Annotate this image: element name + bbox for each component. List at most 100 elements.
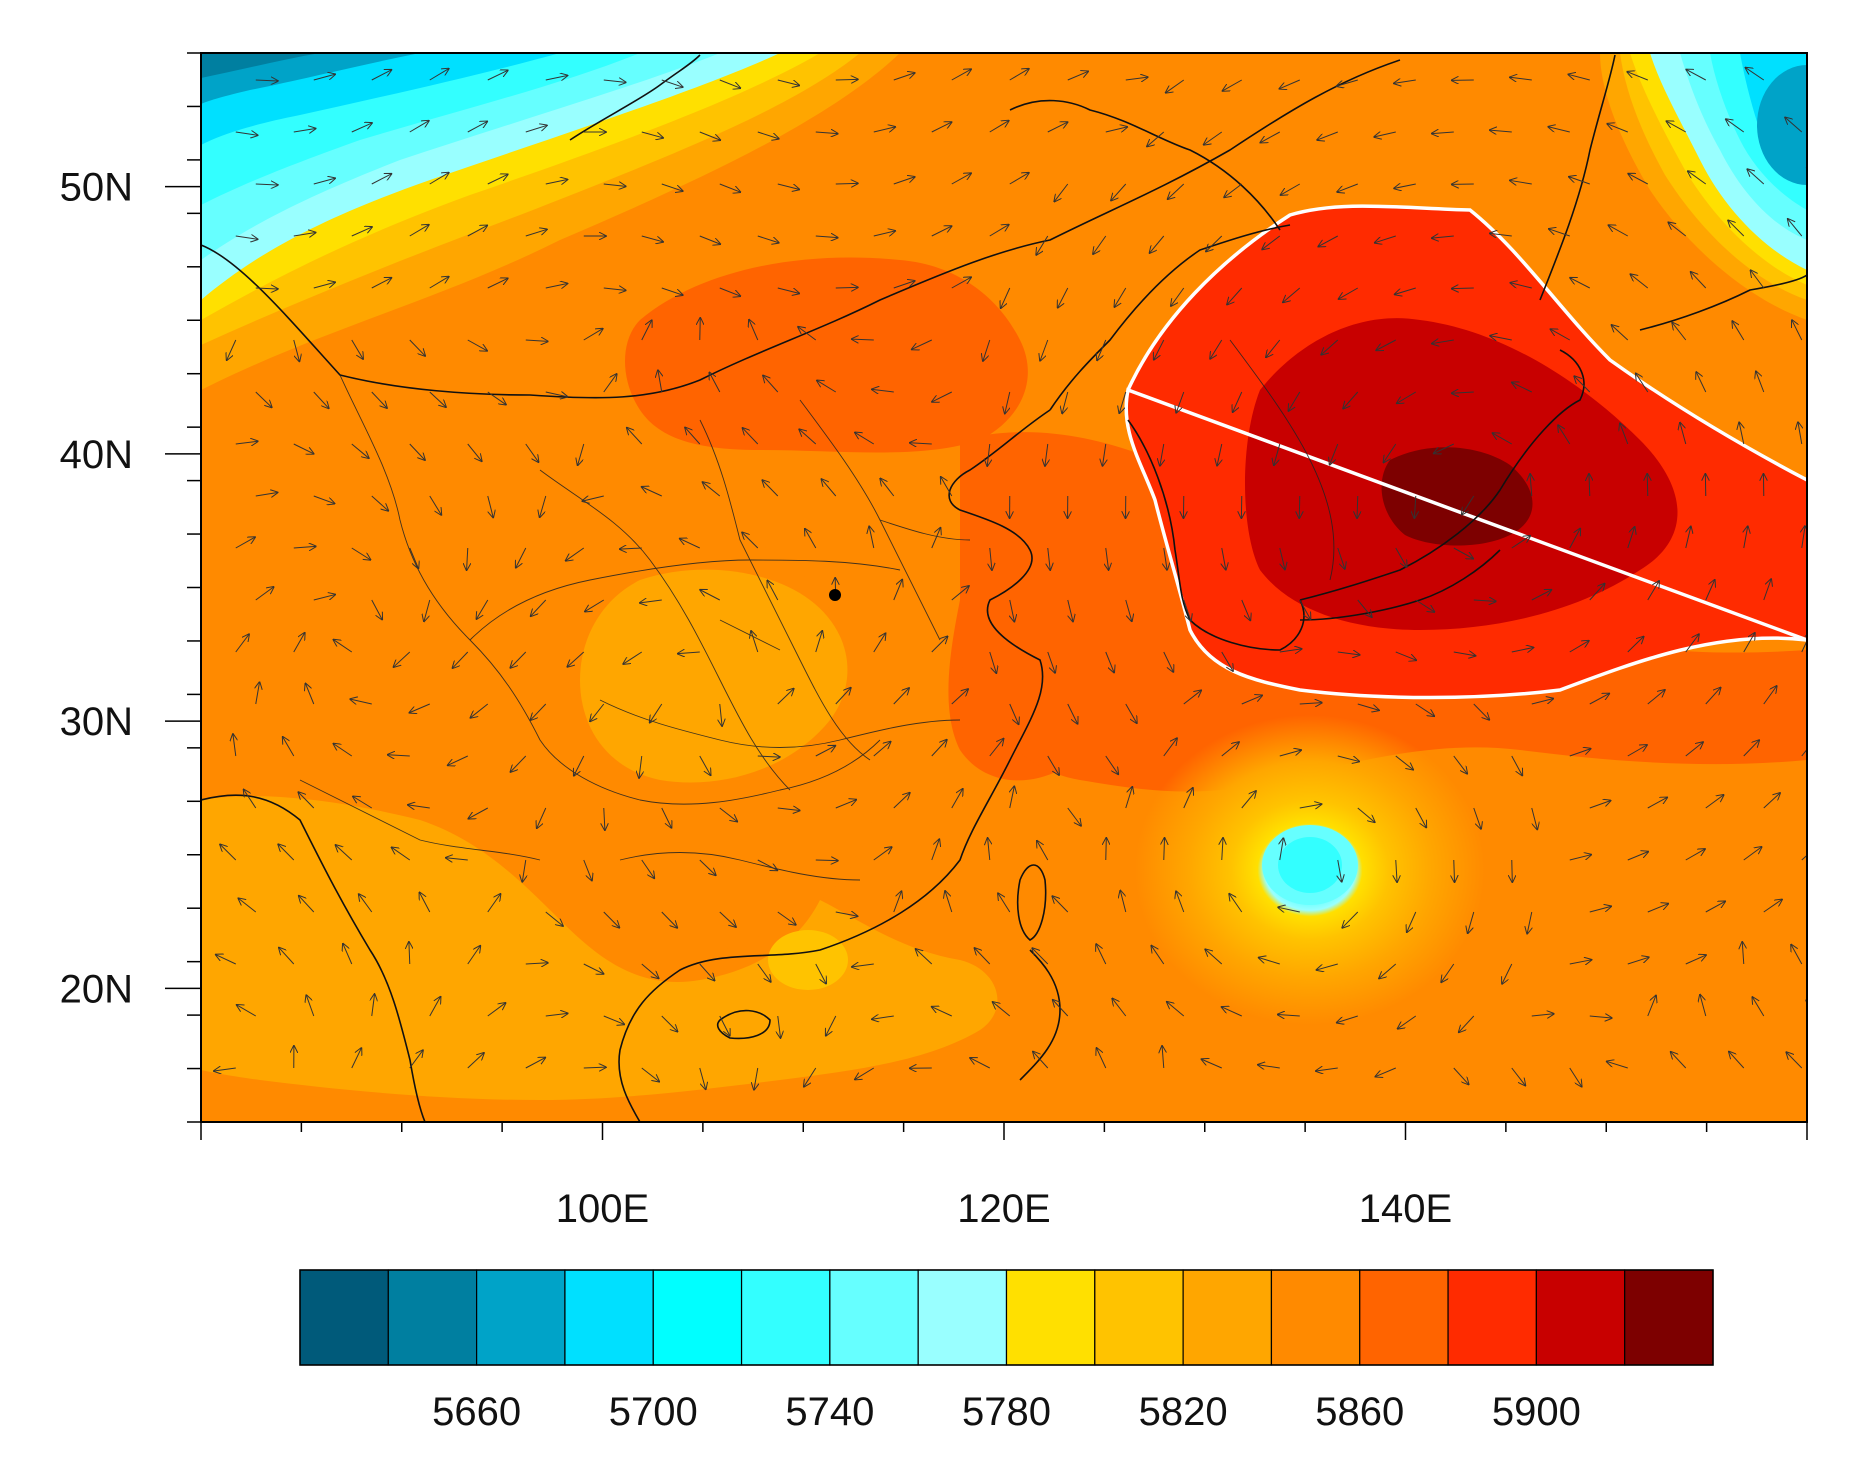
colorbar-label: 5700 [609, 1390, 698, 1434]
wind-arrow [1009, 703, 1019, 724]
wind-arrow [1569, 177, 1590, 185]
wind-arrow [468, 807, 489, 819]
wind-arrow [306, 995, 315, 1017]
wind-arrow [880, 479, 895, 497]
x-tick-label: 120E [957, 1187, 1050, 1231]
wind-arrow [661, 183, 683, 191]
contour-central-5820 [580, 569, 848, 783]
wind-arrow [1609, 225, 1629, 237]
wind-arrow [1376, 1067, 1396, 1077]
wind-arrow [351, 123, 372, 133]
wind-arrow [233, 734, 236, 757]
wind-arrow [1569, 529, 1580, 549]
wind-arrow [1106, 838, 1107, 861]
wind-arrow [1667, 121, 1687, 133]
wind-arrow [685, 428, 701, 445]
wind-arrow [1221, 742, 1239, 757]
wind-arrow [1589, 801, 1611, 809]
wind-arrow [299, 896, 315, 913]
wind-arrow [1726, 119, 1745, 133]
wind-arrow [409, 547, 419, 568]
wind-arrow [815, 860, 838, 861]
wind-arrow [583, 1067, 606, 1068]
wind-arrow [762, 480, 779, 497]
coastlines [201, 54, 1807, 1122]
wind-arrow [1415, 807, 1426, 827]
wind-arrow [699, 963, 715, 980]
wind-arrow [1398, 1015, 1417, 1029]
y-tick-label: 40N [60, 433, 133, 477]
wind-arrow [1607, 124, 1628, 133]
wind-arrow [293, 633, 305, 653]
wind-arrow [1384, 443, 1397, 462]
wind-arrow [487, 278, 508, 289]
wind-arrow [1686, 527, 1691, 549]
wind-arrow [1223, 79, 1243, 91]
wind-arrow [1462, 495, 1475, 515]
wind-arrow [719, 807, 737, 821]
wind-arrow [545, 392, 567, 397]
wind-arrow [650, 703, 663, 722]
wind-arrow [641, 235, 663, 242]
wind-arrow [620, 548, 642, 549]
wind-arrow [371, 174, 392, 185]
wind-arrow [1647, 474, 1648, 497]
wind-arrow [1628, 174, 1649, 185]
wind-arrow [1685, 634, 1699, 653]
wind-arrow [255, 391, 272, 407]
wind-arrow [1511, 755, 1522, 775]
wind-arrow [1316, 1068, 1338, 1071]
wind-arrow [720, 703, 722, 726]
wind-arrow [1705, 795, 1724, 809]
wind-arrow [1607, 1061, 1628, 1069]
wind-arrow [429, 69, 449, 81]
wind-arrow [826, 1015, 837, 1036]
wind-arrow [582, 495, 604, 501]
wind-arrow [719, 183, 740, 192]
wind-arrow [1531, 699, 1553, 705]
wind-arrow [757, 131, 779, 139]
wind-arrow [1338, 859, 1342, 882]
wind-arrow [988, 838, 990, 861]
wind-arrow [912, 339, 932, 349]
wind-arrow [872, 389, 894, 392]
wind-arrow [1685, 742, 1703, 757]
wind-arrow [446, 858, 468, 860]
wind-arrow [467, 1053, 484, 1069]
wind-arrow [1376, 339, 1397, 350]
wind-arrow [235, 537, 255, 549]
wind-arrow [1001, 287, 1011, 308]
wind-arrow [777, 183, 799, 189]
wind-arrow [1815, 371, 1822, 392]
wind-arrow [603, 1015, 624, 1024]
station-dot [829, 589, 841, 601]
wind-arrow [1752, 997, 1765, 1017]
wind-arrow [910, 443, 932, 444]
wind-arrow [1530, 474, 1532, 497]
wind-arrow [1510, 77, 1532, 80]
wind-arrow [351, 443, 369, 458]
wind-arrow [1647, 581, 1659, 601]
wind-arrow [941, 477, 953, 497]
wind-arrow [1512, 382, 1532, 393]
wind-arrow [1473, 807, 1481, 829]
wind-arrow [1233, 391, 1243, 412]
wind-arrow [1162, 1046, 1164, 1069]
wind-arrow [1164, 838, 1165, 861]
wind-arrow [1798, 422, 1802, 445]
wind-arrow [835, 912, 858, 916]
wind-arrow [699, 859, 716, 875]
wind-arrow [603, 288, 626, 290]
wind-arrow [1357, 495, 1358, 518]
wind-arrow [893, 580, 902, 601]
wind-arrow [855, 433, 875, 445]
wind-arrow [1054, 183, 1069, 201]
wind-arrow [467, 443, 482, 461]
wind-arrow [256, 682, 260, 705]
wind-arrow [1154, 339, 1165, 360]
colorbar-swatch [1182, 1269, 1273, 1366]
wind-arrow [235, 441, 258, 444]
colorbar-label: 5780 [962, 1390, 1051, 1434]
wind-arrow [1671, 1052, 1687, 1069]
wind-arrow [873, 127, 895, 133]
